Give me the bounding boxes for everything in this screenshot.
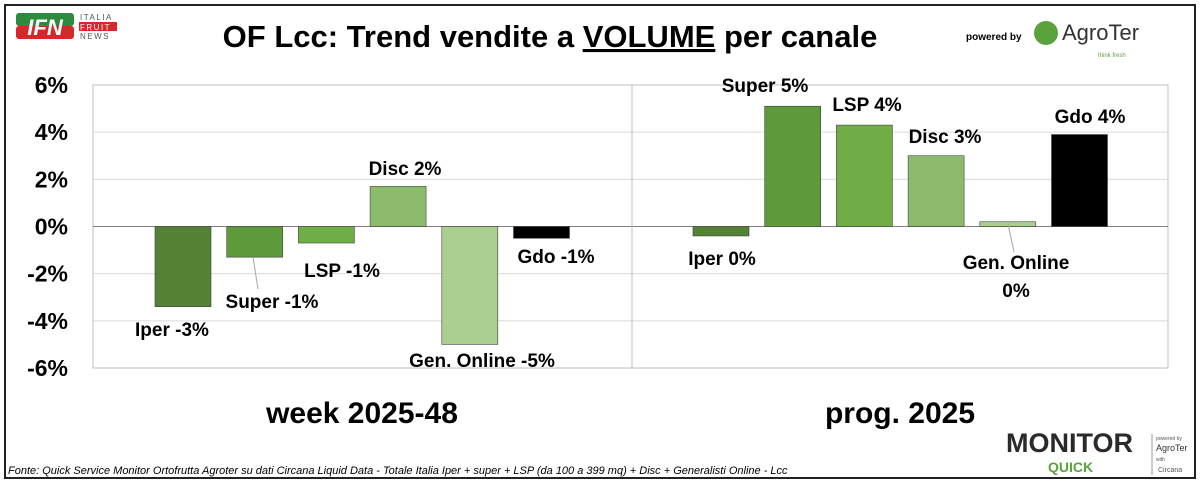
category-label: week 2025-48	[265, 397, 458, 430]
svg-text:think fresh: think fresh	[1098, 53, 1126, 59]
ifn-logo: IFN ITALIA FRUIT NEWS	[16, 13, 117, 41]
svg-text:powered by: powered by	[1156, 436, 1182, 442]
data-label: LSP 4%	[832, 95, 901, 116]
data-label: Disc 2%	[369, 159, 442, 180]
powered-by-label: powered by	[966, 32, 1022, 43]
agroter-logo: AgroTer think fresh	[1034, 20, 1139, 59]
data-label: Iper 0%	[688, 249, 756, 270]
y-tick-label: -2%	[27, 261, 68, 287]
bar-disc-week	[369, 186, 427, 227]
bar-gdo-prog	[1051, 134, 1108, 227]
source-note: Fonte: Quick Service Monitor Ortofrutta …	[8, 465, 788, 477]
category-label: prog. 2025	[825, 397, 975, 430]
y-tick-label: 2%	[35, 166, 68, 192]
bar-iper-prog	[692, 226, 750, 237]
svg-text:ITALIA: ITALIA	[80, 13, 113, 22]
svg-text:AgroTer: AgroTer	[1156, 443, 1188, 453]
monitor-quick-logo: MONITOR QUICK powered by AgroTer with Ci…	[1006, 428, 1188, 475]
y-tick-label: 0%	[35, 214, 68, 240]
data-label: Super 5%	[722, 76, 809, 97]
data-label: Gen. Online -5%	[409, 351, 555, 372]
data-label: Gdo -1%	[517, 247, 594, 268]
data-label: LSP -1%	[304, 261, 380, 282]
y-tick-label: 6%	[35, 72, 68, 98]
bar-iper-week	[154, 226, 212, 307]
bar-super-week	[226, 226, 283, 258]
bar-super-prog	[764, 105, 822, 227]
leader-line	[252, 256, 259, 290]
y-tick-label: 4%	[35, 119, 68, 145]
data-label: Disc 3%	[909, 127, 982, 148]
bar-gdo-week	[513, 226, 570, 239]
y-tick-label: -6%	[27, 355, 68, 381]
chart-title: OF Lcc: Trend vendite a VOLUME per canal…	[223, 19, 878, 54]
data-label: Gdo 4%	[1055, 107, 1126, 128]
bar-disc-prog	[907, 155, 965, 227]
bar-lsp-prog	[836, 124, 893, 227]
svg-text:AgroTer: AgroTer	[1062, 20, 1139, 45]
data-label: Iper -3%	[135, 320, 209, 341]
svg-text:Circana: Circana	[1158, 467, 1182, 474]
svg-text:QUICK: QUICK	[1048, 459, 1093, 475]
svg-text:NEWS: NEWS	[80, 32, 110, 41]
plot-area: 6% 4% 2% 0% -2% -4% -6% week 2025-48 Iper -3% Sup…	[27, 72, 1169, 430]
leader-line	[1007, 223, 1015, 253]
svg-text:IFN: IFN	[27, 15, 64, 40]
svg-text:FRUIT: FRUIT	[80, 23, 111, 32]
data-label: Gen. Online 0%	[963, 253, 1070, 302]
svg-text:MONITOR: MONITOR	[1006, 428, 1133, 458]
data-label: Super -1%	[226, 292, 319, 313]
y-tick-label: -4%	[27, 308, 68, 334]
bar-genonline-week	[441, 226, 499, 345]
bar-lsp-week	[298, 226, 355, 244]
svg-text:with: with	[1156, 457, 1165, 463]
